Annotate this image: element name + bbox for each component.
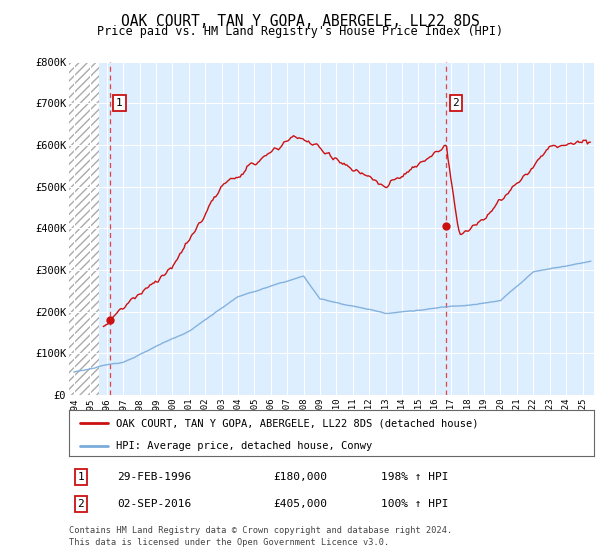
Text: OAK COURT, TAN Y GOPA, ABERGELE, LL22 8DS: OAK COURT, TAN Y GOPA, ABERGELE, LL22 8D… — [121, 14, 479, 29]
Text: 1: 1 — [77, 472, 85, 482]
Text: This data is licensed under the Open Government Licence v3.0.: This data is licensed under the Open Gov… — [69, 538, 389, 547]
Text: 198% ↑ HPI: 198% ↑ HPI — [381, 472, 449, 482]
Bar — [69, 62, 98, 395]
Text: 100% ↑ HPI: 100% ↑ HPI — [381, 499, 449, 509]
Text: 29-FEB-1996: 29-FEB-1996 — [117, 472, 191, 482]
Text: £405,000: £405,000 — [273, 499, 327, 509]
Text: OAK COURT, TAN Y GOPA, ABERGELE, LL22 8DS (detached house): OAK COURT, TAN Y GOPA, ABERGELE, LL22 8D… — [116, 418, 479, 428]
Text: 1: 1 — [116, 98, 123, 108]
Text: Price paid vs. HM Land Registry's House Price Index (HPI): Price paid vs. HM Land Registry's House … — [97, 25, 503, 38]
Text: £180,000: £180,000 — [273, 472, 327, 482]
Text: 2: 2 — [452, 98, 459, 108]
Text: HPI: Average price, detached house, Conwy: HPI: Average price, detached house, Conw… — [116, 441, 373, 451]
Text: 2: 2 — [77, 499, 85, 509]
Text: Contains HM Land Registry data © Crown copyright and database right 2024.: Contains HM Land Registry data © Crown c… — [69, 526, 452, 535]
Text: 02-SEP-2016: 02-SEP-2016 — [117, 499, 191, 509]
